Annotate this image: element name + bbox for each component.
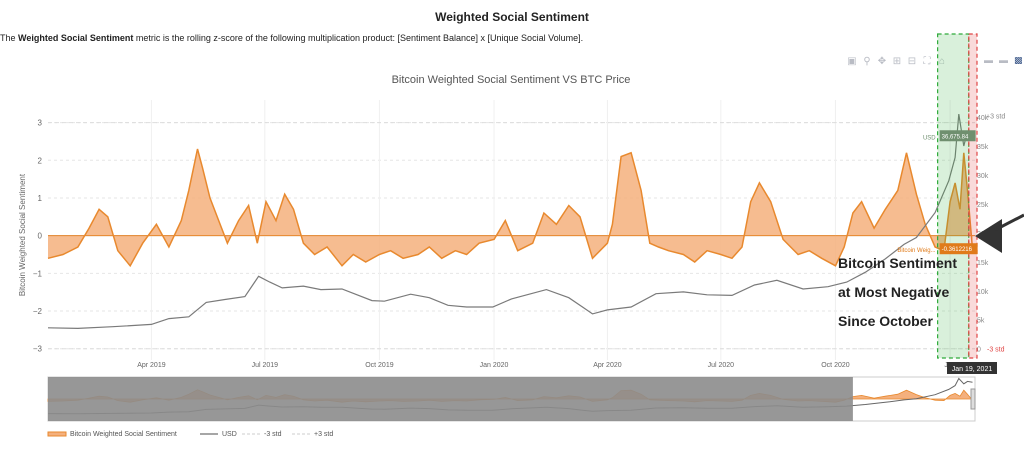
compare-icon[interactable]: ▬ xyxy=(984,55,993,65)
chart-modebar-right: ▬ ▬ ▩ xyxy=(984,55,1024,66)
sentiment-line xyxy=(47,148,974,268)
sentiment-area xyxy=(47,148,975,268)
chart-title: Bitcoin Weighted Social Sentiment VS BTC… xyxy=(392,74,631,86)
chart-legend: Bitcoin Weighted Social Sentiment USD -3 s… xyxy=(47,431,333,438)
y-axis-ticks: 3 2 1 0 −1 −2 −3 xyxy=(33,119,43,354)
y-tick-label: 3 xyxy=(38,119,43,128)
y2-tick-label: 5k xyxy=(977,318,985,325)
sentiment-hover-name: Bitcoin Weig... xyxy=(897,248,936,254)
desc-bold: Weighted Social Sentiment xyxy=(18,33,134,43)
y-tick-label: −1 xyxy=(33,269,43,278)
zoom-icon[interactable]: ⚲ xyxy=(863,55,871,67)
y2-tick-label: 35k xyxy=(977,144,989,151)
rangeslider-handle xyxy=(970,388,976,410)
x-tick-label: Oct 2019 xyxy=(365,362,394,369)
date-hover-box xyxy=(947,362,997,374)
y2-tick-label: 40k xyxy=(977,115,989,122)
pan-icon[interactable]: ✥ xyxy=(877,55,887,67)
minus3-std-label: -3 std xyxy=(987,347,1005,354)
legend-label-sentiment: Bitcoin Weighted Social Sentiment xyxy=(70,431,177,438)
usd-hover-name: USD xyxy=(923,135,936,141)
usd-price-line xyxy=(47,114,973,330)
chart-modebar: ▣ ⚲ ✥ ⊞ ⊟ ⛶ ⌂ xyxy=(846,55,948,67)
y2-tick-label: 25k xyxy=(977,202,989,209)
sentiment-area-fill xyxy=(48,149,973,266)
sentiment-hover-box xyxy=(939,243,978,255)
autoscale-icon[interactable]: ⛶ xyxy=(923,55,931,67)
sentiment-hover-value: -0.3612216 xyxy=(942,247,973,253)
annotation-line-3: Since October xyxy=(838,313,933,329)
legend-label-minus3: -3 std xyxy=(264,431,282,438)
hover-icon[interactable]: ▬ xyxy=(999,55,1008,65)
highlight-regions xyxy=(937,33,978,359)
y-tick-label: −2 xyxy=(33,307,43,316)
x-tick-label: Jul 2019 xyxy=(252,362,279,369)
annotation-line-1: Bitcoin Sentiment xyxy=(838,255,958,271)
usd-hover-value: 36,675.84 xyxy=(942,134,969,140)
y2-tick-label: 20k xyxy=(977,231,989,238)
annotation-line-2: at Most Negative xyxy=(838,284,950,300)
camera-icon[interactable]: ▣ xyxy=(847,55,857,67)
x-tick-label: Jan 2020 xyxy=(480,362,509,369)
desc-prefix: The xyxy=(0,33,19,43)
y2-tick-label: 0 xyxy=(977,347,981,354)
usd-hover-box xyxy=(939,130,976,142)
y2-tick-label: 30k xyxy=(977,173,989,180)
rangeslider-mask xyxy=(48,377,853,421)
y2-axis-label: BTC xyxy=(993,228,1002,244)
highlight-red-region xyxy=(968,33,978,359)
y2-tick-label: 15k xyxy=(977,260,989,267)
zoom-in-icon[interactable]: ⊞ xyxy=(892,55,902,67)
grid-lines xyxy=(48,100,975,360)
legend-label-plus3: +3 std xyxy=(314,431,333,438)
legend-label-usd: USD xyxy=(222,431,237,438)
x-tick-label: Apr 2019 xyxy=(137,362,166,369)
x-tick-label: Apr 2020 xyxy=(593,362,622,369)
y-tick-label: 2 xyxy=(38,156,43,165)
home-icon[interactable]: ⌂ xyxy=(938,55,946,67)
highlight-green-region xyxy=(937,33,970,359)
hover-labels: +3 std -3 std USD 36,675.84 Bitcoin Weig... -… xyxy=(897,114,1005,374)
page-title: Weighted Social Sentiment xyxy=(435,10,589,24)
page-description: The Weighted Social Sentiment metric is … xyxy=(0,33,583,43)
price-line xyxy=(47,114,973,330)
zoom-out-icon[interactable]: ⊟ xyxy=(907,55,917,67)
y-tick-label: −3 xyxy=(33,345,43,354)
plus3-std-label: +3 std xyxy=(986,114,1005,121)
x-tick-label: Jul 2020 xyxy=(708,362,735,369)
y-axis-label: Bitcoin Weighted Social Sentiment xyxy=(18,173,27,296)
x-tick-label: Oct 2020 xyxy=(821,362,850,369)
y2-tick-label: 10k xyxy=(977,289,989,296)
y-tick-label: 1 xyxy=(38,194,43,203)
y2-axis-ticks: 40k 35k 30k 25k 20k 15k 10k 5k 0 xyxy=(977,115,989,354)
range-slider[interactable] xyxy=(47,376,976,422)
desc-rest: metric is the rolling z-score of the fol… xyxy=(133,33,584,43)
x-axis-ticks: Apr 2019 Jul 2019 Oct 2019 Jan 2020 Apr 2020… xyxy=(137,362,956,369)
legend-swatch-sentiment xyxy=(47,431,67,437)
date-hover-value: Jan 19, 2021 xyxy=(952,366,993,373)
y-tick-label: 0 xyxy=(38,232,43,241)
logo-icon[interactable]: ▩ xyxy=(1014,55,1023,65)
